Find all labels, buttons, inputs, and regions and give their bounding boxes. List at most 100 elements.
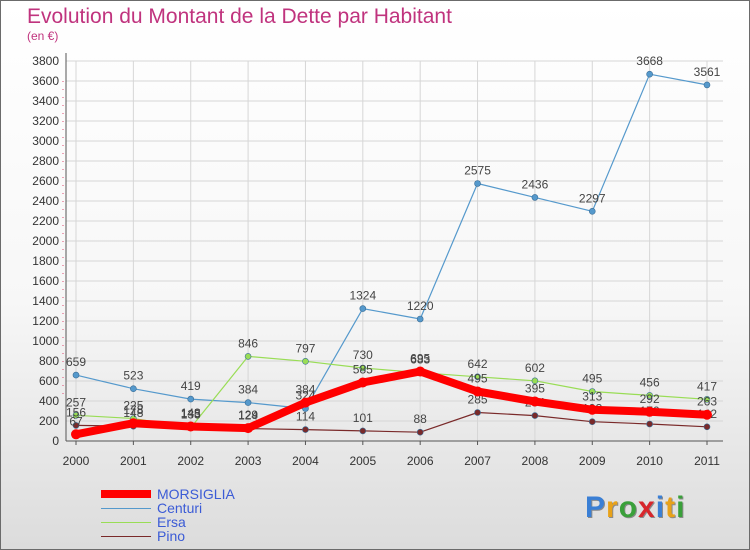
data-label-morsiglia: 585 [353,363,373,377]
data-label-pino: 156 [66,405,86,419]
legend-swatch-pino [101,536,151,537]
logo-letter: t [665,491,677,524]
data-label-centuri: 2436 [522,177,549,191]
data-point-morsiglia [587,404,598,415]
y-tick-label: 1800 [32,254,59,268]
data-label-ersa: 730 [353,348,373,362]
data-label-centuri: 3561 [694,65,721,79]
data-label-centuri: 2297 [579,191,606,205]
series-line-ersa [75,355,708,429]
data-point-morsiglia [128,418,139,429]
y-tick-label: 3000 [32,134,59,148]
data-label-pino: 148 [123,406,143,420]
data-point-centuri [244,399,252,406]
x-tick-label: 2001 [120,454,147,468]
data-label-ersa: 846 [238,336,258,350]
legend-label-pino: Pino [157,528,186,544]
data-label-morsiglia: 495 [468,372,488,386]
data-point-centuri [187,395,195,403]
x-tick-label: 2006 [407,454,434,468]
y-tick-label: 2800 [32,154,59,168]
data-label-centuri: 523 [123,369,143,383]
data-point-ersa [72,411,80,419]
x-tick-label: 2002 [177,454,204,468]
proxiti-logo: Proxiti [585,491,685,525]
logo-letter: i [655,491,666,524]
legend-item-ersa: Ersa [101,514,321,530]
data-point-ersa [359,364,367,372]
data-label-ersa: 456 [640,375,660,389]
x-tick-label: 2005 [349,454,376,468]
legend-label-centuri: Centuri [157,500,203,516]
x-tick-label: 2008 [522,454,549,468]
legend-label-morsiglia: MORSIGLIA [157,486,235,502]
data-point-ersa [703,395,711,403]
data-point-centuri [588,208,596,215]
data-label-ersa: 683 [410,353,430,367]
data-label-ersa: 642 [468,357,488,371]
data-label-morsiglia: 395 [525,382,545,396]
data-label-pino: 114 [296,410,315,424]
data-point-centuri [359,305,367,312]
data-point-pino [646,420,653,428]
data-point-pino [531,412,539,419]
data-point-ersa [588,388,596,395]
data-label-morsiglia: 145 [181,407,201,421]
data-label-centuri: 384 [238,383,258,397]
data-label-morsiglia: 263 [697,395,717,409]
chart-subtitle: (en €) [27,29,59,43]
y-tick-label: 1400 [32,294,59,308]
legend-swatch-morsiglia [101,490,151,498]
data-point-ersa [244,353,252,360]
y-tick-label: 600 [39,374,59,388]
data-point-ersa [646,392,653,399]
legend-item-centuri: Centuri [101,500,321,516]
logo-letter: o [618,491,639,524]
chart-title: Evolution du Montant de la Dette par Hab… [27,5,452,28]
y-tick-label: 0 [52,434,59,448]
data-point-morsiglia [185,421,196,432]
data-point-centuri [646,70,653,78]
x-tick-label: 2003 [235,454,262,468]
x-tick-label: 2004 [292,454,319,468]
series-line-morsiglia [72,367,711,439]
data-label-centuri: 419 [181,379,201,393]
data-point-morsiglia [243,423,254,434]
data-label-ersa: 417 [697,379,717,393]
data-label-ersa: 225 [123,399,143,413]
data-label-morsiglia: 178 [123,403,143,417]
data-point-pino [416,428,424,436]
legend-label-ersa: Ersa [157,514,186,530]
data-label-pino: 124 [238,409,258,423]
y-tick-label: 3600 [32,74,59,88]
data-label-pino: 101 [353,411,373,425]
data-label-centuri: 1220 [407,299,434,313]
y-tick-label: 1000 [32,334,59,348]
data-point-morsiglia [644,406,655,417]
chart-legend: MORSIGLIA Centuri Ersa Pino [101,486,321,544]
data-point-morsiglia [71,429,81,440]
series-line-centuri [75,73,708,410]
data-point-morsiglia [529,396,540,407]
data-point-morsiglia [472,386,483,397]
data-point-morsiglia [357,377,368,388]
data-point-pino [302,426,309,433]
data-label-centuri: 3668 [636,54,663,68]
y-tick-label: 3800 [32,54,59,68]
legend-item-pino: Pino [101,528,321,544]
data-point-centuri [72,371,80,379]
x-tick-label: 2000 [63,454,90,468]
data-label-morsiglia: 129 [238,408,258,422]
y-tick-label: 400 [39,394,59,408]
x-tick-label: 2011 [694,454,720,468]
data-point-pino [359,427,367,435]
data-point-pino [703,423,711,431]
y-tick-label: 2400 [32,194,59,208]
data-label-ersa: 257 [66,395,86,409]
logo-letter: P [585,491,607,524]
logo-letter: i [676,491,686,524]
data-label-centuri: 2575 [464,164,491,178]
x-tick-label: 2007 [464,454,491,468]
